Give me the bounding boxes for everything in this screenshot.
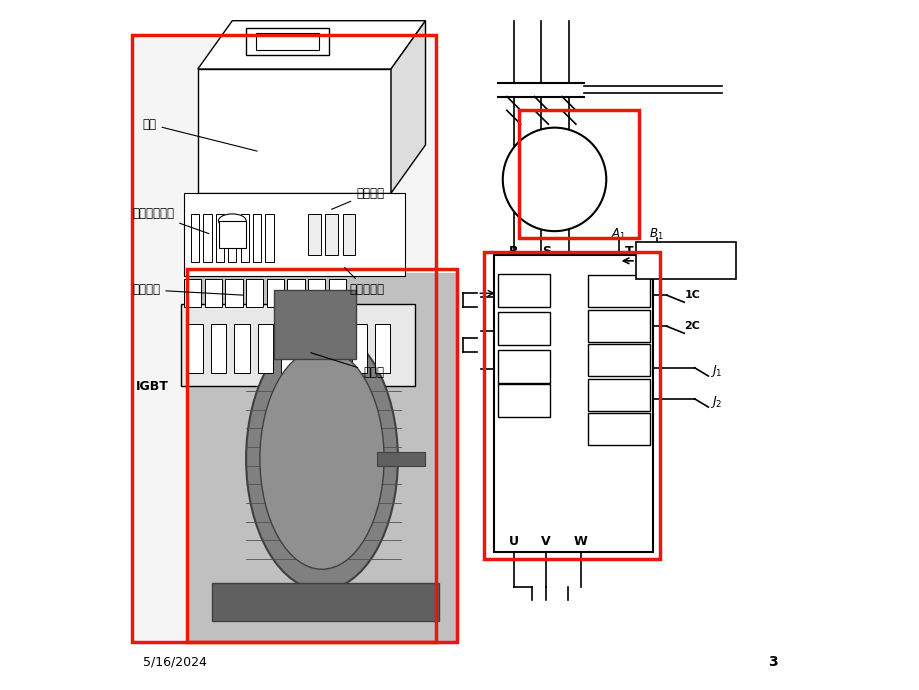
Bar (211, 583, 439, 621)
Bar (342, 214, 355, 255)
Bar (257, 324, 273, 373)
Text: 10: 10 (610, 423, 626, 435)
Text: 直流环节电容: 直流环节电容 (132, 208, 209, 234)
Bar (187, 273, 456, 642)
Text: $J_2$: $J_2$ (709, 393, 721, 410)
Bar (256, 33, 318, 50)
Bar (274, 290, 357, 359)
Bar (587, 275, 649, 307)
Bar (281, 324, 296, 373)
Text: 散热器: 散热器 (311, 353, 384, 379)
Bar (483, 252, 660, 559)
Bar (287, 279, 304, 307)
Bar (497, 350, 550, 383)
Bar (635, 241, 735, 279)
Bar (241, 214, 248, 262)
Bar (377, 452, 425, 466)
Text: 8: 8 (614, 354, 622, 366)
Text: V: V (541, 535, 550, 548)
Bar (205, 279, 221, 307)
Text: $J_1$: $J_1$ (709, 362, 721, 379)
Text: 2C: 2C (684, 322, 699, 331)
Ellipse shape (219, 214, 246, 228)
Text: 电压调节器: 电压调节器 (345, 268, 384, 296)
Polygon shape (391, 21, 425, 193)
Bar (228, 214, 236, 262)
Polygon shape (198, 21, 425, 69)
Bar (266, 214, 274, 262)
Text: 上盖: 上盖 (142, 118, 257, 151)
Bar (494, 255, 652, 552)
Text: W: W (573, 535, 587, 548)
Bar (351, 324, 367, 373)
Bar (328, 324, 343, 373)
Text: 3: 3 (767, 656, 777, 669)
Text: IGBT: IGBT (136, 380, 168, 393)
Bar (184, 193, 404, 276)
Text: 5/16/2024: 5/16/2024 (142, 656, 206, 669)
Text: T: T (624, 246, 632, 258)
Text: 9: 9 (614, 388, 622, 401)
Circle shape (502, 128, 606, 231)
Text: S: S (541, 246, 550, 258)
Bar (132, 34, 436, 642)
Bar (246, 279, 263, 307)
Text: R: R (508, 246, 518, 258)
Bar (191, 214, 199, 262)
Bar (198, 69, 391, 193)
Bar (184, 279, 201, 307)
Bar (587, 379, 649, 411)
Text: 接线端子: 接线端子 (132, 284, 243, 296)
Text: 过热检测器: 过热检测器 (668, 254, 703, 267)
Text: 1C: 1C (684, 290, 699, 300)
Text: M: M (547, 159, 562, 175)
Bar (497, 274, 550, 307)
Text: 操作面板: 操作面板 (331, 187, 384, 209)
Bar (215, 214, 224, 262)
Text: COM: COM (603, 285, 633, 297)
Bar (308, 214, 321, 255)
Bar (329, 279, 346, 307)
Bar (497, 384, 550, 417)
Bar (225, 279, 243, 307)
Bar (234, 324, 249, 373)
Text: 3~: 3~ (542, 184, 565, 199)
Bar (267, 279, 284, 307)
Bar (132, 34, 436, 642)
Bar (497, 312, 550, 345)
Text: 1: 1 (519, 284, 528, 297)
Ellipse shape (260, 348, 384, 569)
Ellipse shape (246, 328, 397, 590)
Text: $B_1$: $B_1$ (649, 227, 664, 242)
Bar (219, 221, 246, 248)
Bar (304, 324, 320, 373)
Bar (308, 279, 325, 307)
Bar (187, 324, 202, 373)
Text: 6: 6 (519, 360, 528, 373)
Bar (180, 304, 414, 386)
Bar (210, 324, 226, 373)
Bar (587, 413, 649, 445)
Bar (587, 344, 649, 376)
Text: $A_1$: $A_1$ (610, 227, 626, 242)
Bar (187, 269, 456, 642)
Bar (518, 110, 639, 238)
Text: 7: 7 (614, 319, 622, 332)
Text: 4: 4 (519, 322, 528, 335)
Text: U: U (508, 535, 518, 548)
Bar (587, 310, 649, 342)
Bar (203, 214, 211, 262)
Bar (253, 214, 261, 262)
Bar (246, 28, 329, 55)
Bar (325, 214, 337, 255)
Bar (375, 324, 390, 373)
